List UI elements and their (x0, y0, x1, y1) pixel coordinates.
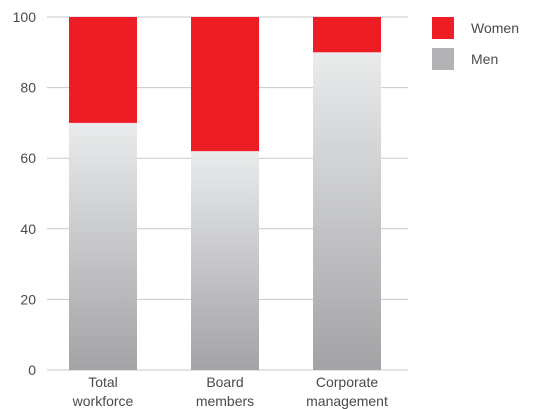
legend: Women Men (432, 17, 519, 79)
legend-swatch-women (432, 17, 454, 39)
y-tick-label: 40 (20, 221, 36, 237)
bar-women (191, 17, 259, 152)
y-tick-label: 80 (20, 80, 36, 96)
legend-item-men: Men (432, 48, 519, 70)
x-axis-labels: Total workforce Board members Corporate manag… (72, 374, 388, 409)
y-tick-label: 60 (20, 150, 36, 166)
y-tick-label: 20 (20, 291, 36, 307)
x-category-label: Board (206, 374, 243, 390)
x-category-label: Total (88, 374, 118, 390)
y-tick-label: 0 (28, 362, 36, 378)
x-category-label: members (196, 393, 254, 409)
y-tick-label: 100 (13, 9, 37, 25)
bars (69, 17, 381, 371)
legend-item-women: Women (432, 17, 519, 39)
legend-swatch-men (432, 48, 454, 70)
bar-men (69, 122, 137, 371)
x-category-label: management (306, 393, 388, 409)
y-axis-ticks: 0 20 40 60 80 100 (13, 9, 37, 378)
legend-label-women: Women (471, 20, 519, 36)
x-category-label: workforce (72, 393, 134, 409)
bar-men (191, 151, 259, 370)
bar-men (313, 52, 381, 371)
bar-women (313, 17, 381, 53)
legend-label-men: Men (471, 51, 499, 67)
bar-women (69, 17, 137, 123)
x-category-label: Corporate (316, 374, 378, 390)
